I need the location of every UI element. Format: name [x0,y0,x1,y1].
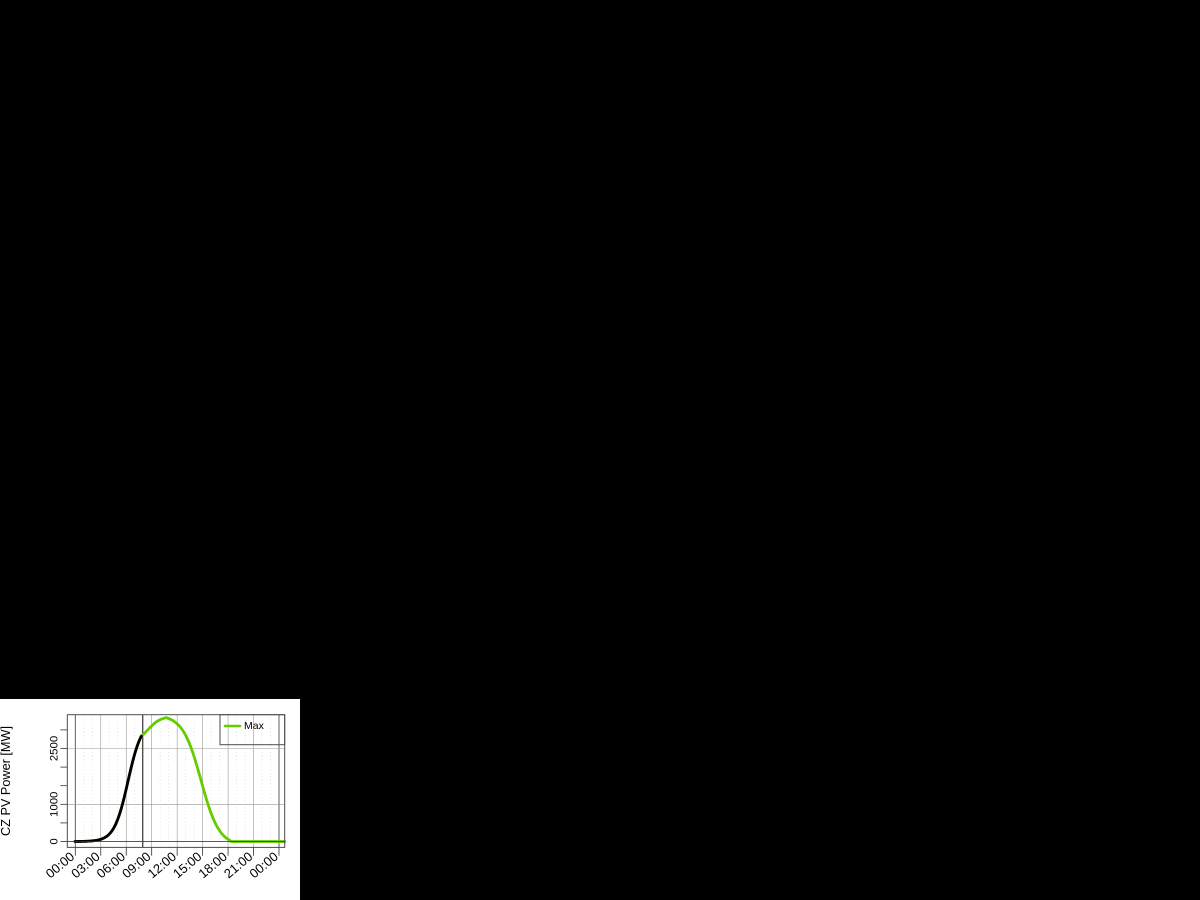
svg-text:2500: 2500 [49,736,61,761]
svg-text:1000: 1000 [49,792,61,817]
svg-text:Max: Max [244,720,265,732]
svg-text:0: 0 [49,838,61,844]
svg-text:CZ PV Power [MW]: CZ PV Power [MW] [0,726,13,836]
